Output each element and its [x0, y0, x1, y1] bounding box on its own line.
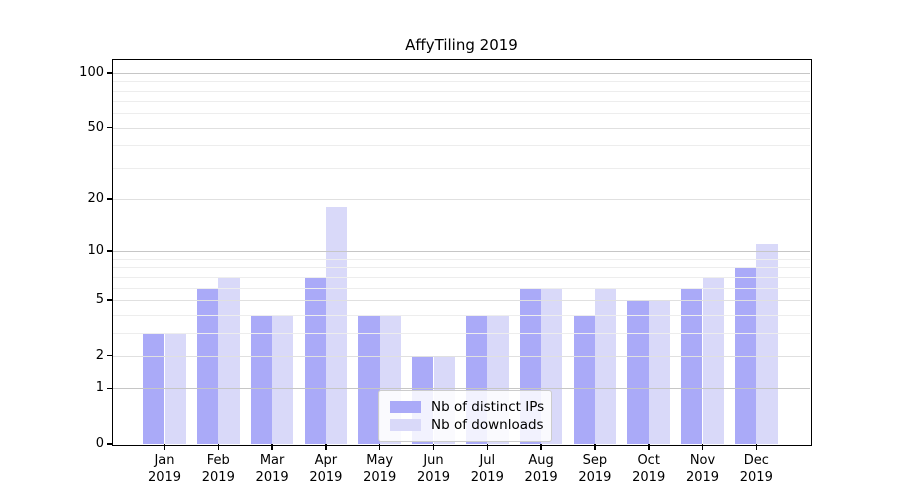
x-tick-label-may: May 2019 — [363, 453, 397, 485]
x-tick-label-nov: Nov 2019 — [685, 453, 720, 485]
x-tick-mark-apr — [325, 444, 327, 450]
x-tick-mark-jun — [432, 444, 435, 450]
y-tick-label-20: 20 — [87, 191, 104, 207]
x-tick-mark-jan — [163, 444, 166, 450]
legend-entry-distinct-ips: Nb of distinct IPs — [379, 398, 551, 415]
x-tick-label-jul: Jul 2019 — [470, 453, 504, 485]
bar-dec-downloads — [756, 244, 778, 444]
x-tick-label-apr: Apr 2019 — [309, 453, 343, 485]
y-tick-mark-2 — [107, 354, 113, 357]
x-tick-label-sep: Sep 2019 — [578, 453, 612, 485]
plot-area: Nb of distinct IPs Nb of downloads — [111, 58, 812, 446]
gridline-100 — [113, 72, 810, 74]
gridline-5 — [113, 299, 810, 301]
gridline-minor-40 — [113, 145, 810, 147]
x-tick-label-jun: Jun 2019 — [416, 453, 451, 485]
x-tick-mark-mar — [271, 444, 273, 450]
gridline-1 — [113, 388, 810, 390]
gridline-minor-9 — [113, 258, 810, 260]
bar-oct-downloads — [648, 299, 671, 444]
x-tick-mark-jul — [486, 444, 488, 450]
bar-nov-downloads — [702, 276, 724, 444]
x-tick-mark-nov — [701, 444, 704, 450]
y-tick-label-1: 1 — [95, 380, 104, 396]
bar-sep-downloads — [594, 287, 617, 444]
bar-oct-distinct-ips — [627, 299, 649, 444]
x-tick-mark-sep — [594, 444, 596, 450]
bar-apr-downloads — [325, 207, 348, 444]
y-tick-label-0: 0 — [95, 436, 104, 451]
gridline-minor-8 — [113, 267, 810, 269]
grid-layer — [113, 60, 810, 444]
x-tick-label-mar: Mar 2019 — [255, 453, 289, 485]
y-tick-label-100: 100 — [79, 64, 104, 80]
y-tick-label-2: 2 — [95, 347, 104, 363]
bar-nov-distinct-ips — [681, 287, 703, 444]
x-tick-mark-aug — [540, 444, 542, 450]
x-tick-mark-feb — [217, 444, 220, 450]
bar-feb-distinct-ips — [196, 287, 219, 444]
y-tick-mark-20 — [107, 198, 113, 200]
y-tick-mark-100 — [107, 72, 113, 74]
x-tick-label-feb: Feb 2019 — [201, 453, 235, 485]
gridline-50 — [113, 127, 810, 129]
y-tick-mark-0 — [107, 443, 113, 445]
legend-entry-downloads: Nb of downloads — [379, 416, 551, 433]
legend: Nb of distinct IPs Nb of downloads — [378, 390, 552, 442]
legend-swatch-distinct-ips — [390, 400, 421, 413]
bar-mar-downloads — [272, 314, 294, 444]
bar-feb-downloads — [218, 276, 240, 444]
gridline-minor-30 — [113, 167, 810, 169]
legend-label-downloads: Nb of downloads — [431, 416, 544, 433]
legend-label-distinct-ips: Nb of distinct IPs — [431, 398, 545, 415]
x-tick-label-dec: Dec 2019 — [739, 453, 773, 485]
bar-apr-distinct-ips — [304, 276, 326, 444]
y-tick-mark-10 — [107, 250, 113, 252]
gridline-20 — [113, 199, 810, 201]
gridline-minor-80 — [113, 90, 810, 92]
y-tick-mark-1 — [107, 387, 113, 389]
x-tick-label-aug: Aug 2019 — [524, 453, 558, 485]
y-tick-label-10: 10 — [87, 243, 104, 259]
gridline-2 — [113, 355, 810, 357]
bar-may-distinct-ips — [358, 314, 380, 444]
gridline-minor-7 — [113, 276, 810, 278]
x-tick-mark-may — [378, 444, 381, 450]
y-tick-mark-50 — [107, 126, 113, 129]
gridline-minor-3 — [113, 332, 810, 334]
gridline-minor-60 — [113, 113, 810, 115]
gridline-minor-90 — [113, 81, 810, 83]
gridline-minor-6 — [113, 287, 810, 289]
y-tick-label-5: 5 — [95, 291, 104, 307]
x-tick-label-oct: Oct 2019 — [632, 453, 666, 485]
bar-sep-distinct-ips — [573, 314, 595, 444]
x-tick-mark-dec — [755, 444, 757, 450]
gridline-minor-4 — [113, 314, 810, 316]
gridline-10 — [113, 251, 810, 253]
chart-title: AffyTiling 2019 — [405, 36, 518, 54]
gridline-minor-70 — [113, 101, 810, 103]
x-tick-mark-oct — [648, 444, 650, 450]
bar-mar-distinct-ips — [250, 314, 273, 444]
legend-swatch-downloads — [390, 418, 421, 431]
y-tick-label-50: 50 — [87, 119, 104, 135]
x-tick-label-jan: Jan 2019 — [147, 453, 182, 485]
y-tick-mark-5 — [107, 299, 113, 301]
